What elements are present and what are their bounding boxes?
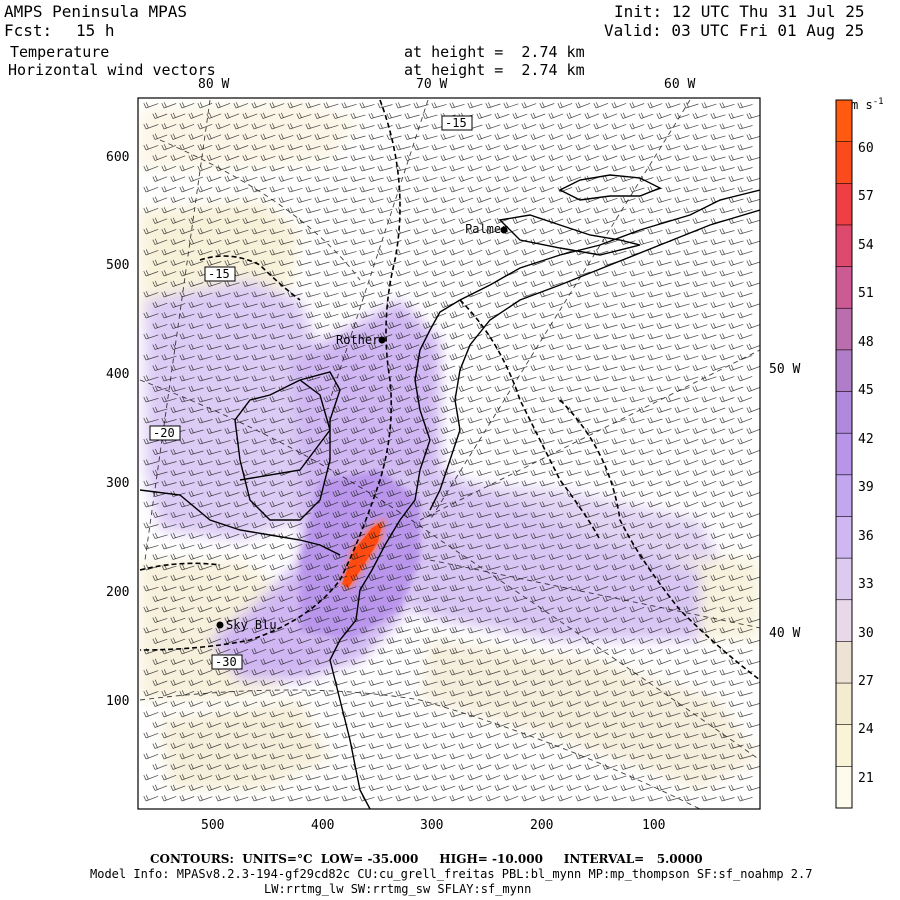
wind-vectors (143, 102, 760, 802)
lon-label-40w: 40 W (769, 626, 801, 641)
colorbar-tick-label: 24 (858, 722, 874, 737)
colorbar-swatch (836, 141, 852, 184)
lon-label-50w: 50 W (769, 362, 801, 377)
x-tick-100: 100 (642, 818, 666, 833)
colorbar-tick-label: 27 (858, 674, 874, 689)
colorbar-swatch (836, 349, 852, 393)
wilkins-shelf (239, 379, 331, 481)
contour-label-north: -15 (445, 116, 467, 130)
colorbar-unit-exp: -1 (872, 97, 884, 107)
wind-barb-field (143, 102, 760, 802)
alexander-island (234, 371, 341, 521)
palmer-label: Palmer (465, 222, 509, 236)
y-tick-300: 300 (106, 476, 130, 491)
colorbar-tick-label: 30 (858, 626, 874, 641)
y-tick-400: 400 (106, 367, 130, 382)
colorbar-tick-label: 42 (858, 432, 874, 447)
contour-label-mid: -20 (153, 426, 175, 440)
colorbar-swatch (836, 391, 852, 434)
colorbar-unit-text: m s (851, 98, 873, 112)
lon-label-70w: 70 W (416, 77, 448, 92)
rothera-marker (378, 336, 386, 344)
northern-islands (558, 174, 662, 201)
init-time: Init: 12 UTC Thu 31 Jul 25 (614, 2, 865, 21)
plot-frame (137, 97, 761, 810)
sky-blu-label: Sky Blu (226, 618, 277, 632)
shading-purple-west (145, 280, 330, 540)
contour-label-west: -15 (208, 267, 230, 281)
field-wind-vectors: Horizontal wind vectors (8, 61, 216, 79)
colorbar-tick-label: 39 (858, 480, 874, 495)
colorbar-swatch (836, 100, 852, 143)
colorbar-tick-label: 36 (858, 529, 874, 544)
colorbar-tick-label: 54 (858, 238, 874, 253)
temperature-contours (139, 99, 760, 681)
colorbar-swatch (836, 766, 852, 809)
shading-cream-north (140, 100, 360, 170)
y-tick-100: 100 (106, 694, 130, 709)
physics-info: LW:rrtmg_lw SW:rrtmg_sw SFLAY:sf_mynn (264, 882, 532, 896)
field-temperature: Temperature (10, 43, 110, 61)
colorbar-frame (835, 99, 853, 809)
lon-label-60w: 60 W (664, 77, 696, 92)
colorbar-swatch (836, 599, 852, 642)
colorbar (835, 99, 853, 809)
colorbar-tick-label: 21 (858, 771, 874, 786)
y-tick-200: 200 (106, 585, 130, 600)
peninsula-east-shelf (429, 209, 760, 511)
colorbar-tick-label: 33 (858, 577, 874, 592)
colorbar-swatch (836, 183, 852, 226)
colorbar-tick-label: 51 (858, 286, 874, 301)
colorbar-swatch (836, 558, 852, 601)
palmer-marker (500, 226, 508, 234)
southern-islands (498, 214, 641, 256)
x-tick-500: 500 (201, 818, 225, 833)
height-label-2: at height = 2.74 km (404, 61, 585, 79)
y-tick-500: 500 (106, 258, 130, 273)
coastlines (139, 174, 760, 809)
colorbar-swatch (836, 224, 852, 268)
rothera-label: Rother (336, 333, 380, 347)
colorbar-unit: m s-1 (851, 94, 884, 113)
station-markers (216, 226, 508, 629)
colorbar-swatch (836, 724, 852, 767)
forecast-label: Fcst: (4, 21, 53, 40)
y-tick-600: 600 (106, 150, 130, 165)
lon-label-80w: 80 W (198, 77, 230, 92)
x-tick-400: 400 (311, 818, 335, 833)
colorbar-tick-label: 57 (858, 189, 874, 204)
colorbar-swatch (836, 474, 852, 517)
model-title: AMPS Peninsula MPAS (4, 2, 188, 21)
contour-label-boxes (149, 115, 473, 670)
x-tick-300: 300 (420, 818, 444, 833)
colorbar-swatch (836, 308, 852, 351)
colorbar-swatch (836, 683, 852, 726)
ellsworth-coast (139, 489, 341, 556)
valid-time: Valid: 03 UTC Fri 01 Aug 25 (604, 21, 865, 40)
contours-info: CONTOURS: UNITS=°C LOW= -35.000 HIGH= -1… (150, 852, 703, 866)
colorbar-tick-label: 60 (858, 141, 874, 156)
forecast-hour: 15 h (76, 21, 115, 40)
sky-blu-marker (216, 621, 224, 629)
colorbar-swatch (836, 641, 852, 684)
colorbar-swatch (836, 516, 852, 559)
colorbar-swatch (836, 433, 852, 476)
model-info: Model Info: MPASv8.2.3-194-gf29cd82c CU:… (90, 867, 813, 881)
shading-cream-se (420, 640, 760, 790)
height-label-1: at height = 2.74 km (404, 43, 585, 61)
colorbar-tick-label: 45 (858, 383, 874, 398)
contour-label-south: -30 (215, 655, 237, 669)
peninsula-coast (329, 189, 760, 809)
colorbar-tick-label: 48 (858, 335, 874, 350)
colorbar-swatch (836, 266, 852, 309)
x-tick-200: 200 (530, 818, 554, 833)
